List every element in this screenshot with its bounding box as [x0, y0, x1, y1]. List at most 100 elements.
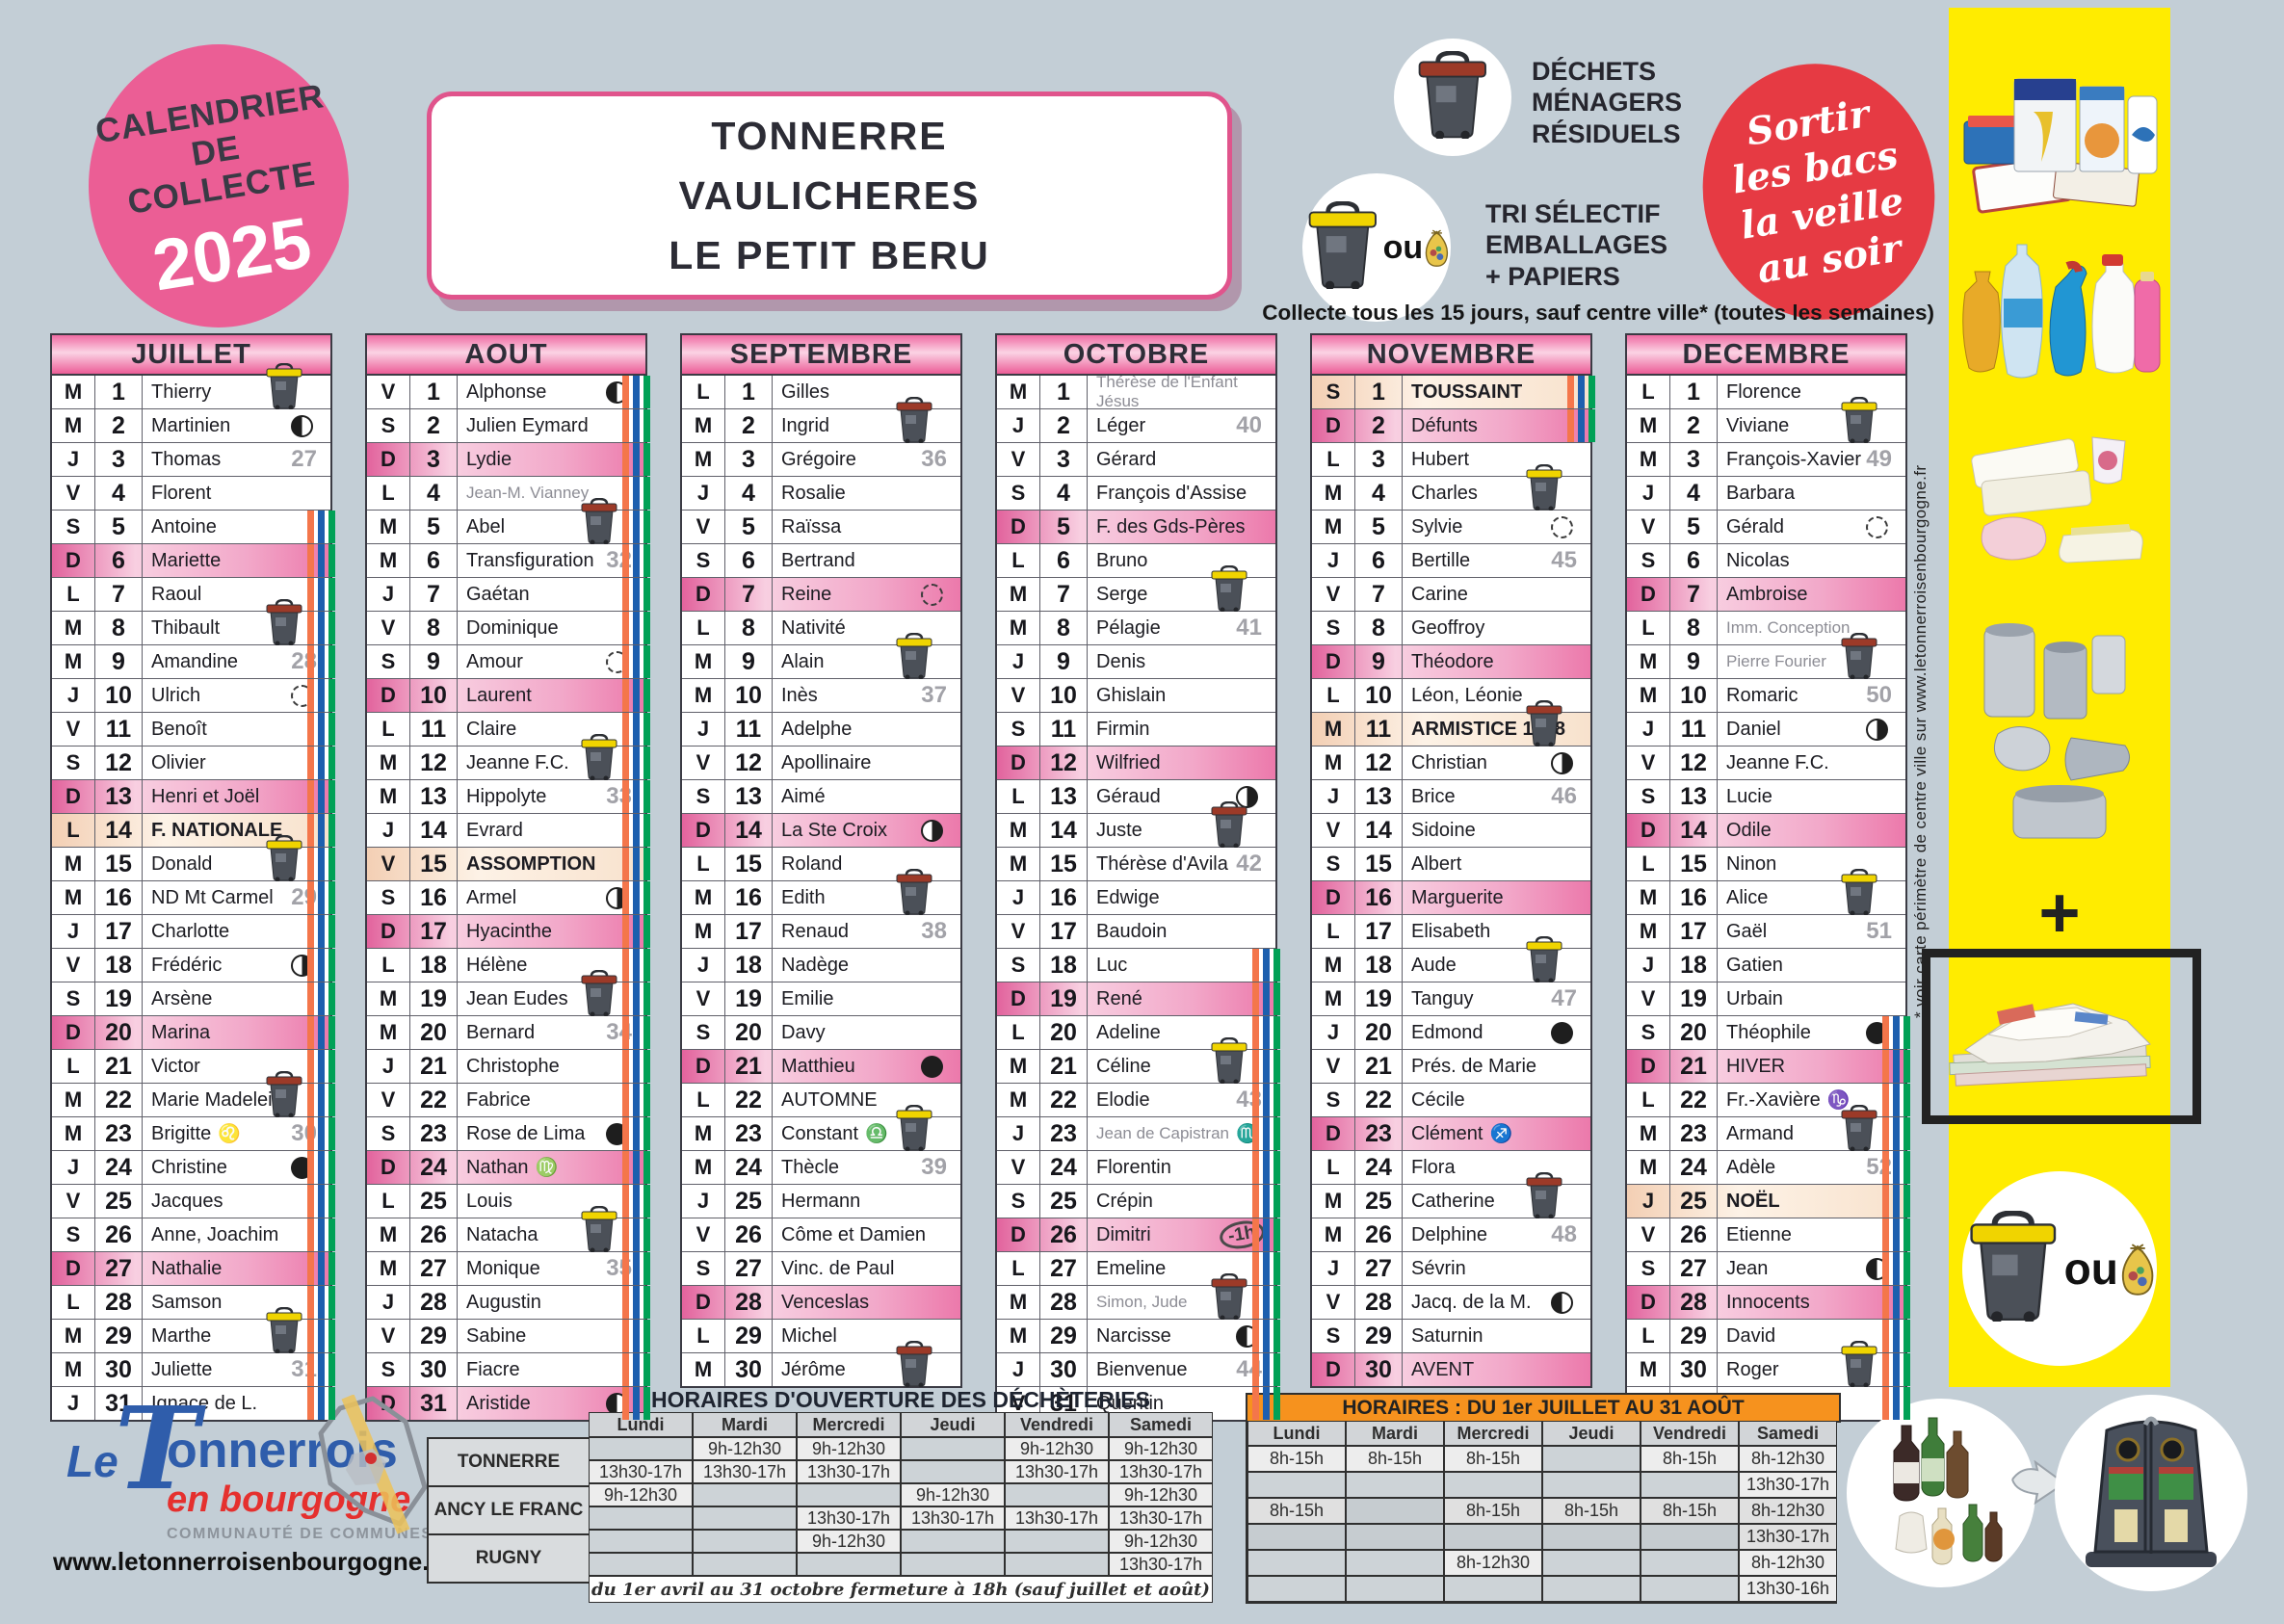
saint-name: Flora — [1411, 1156, 1456, 1178]
saint-name: HIVER — [1726, 1055, 1786, 1077]
school-holiday-stripes — [1882, 1050, 1910, 1083]
saint-name: Delphine — [1411, 1223, 1487, 1245]
hours-cell: 8h-15h — [1247, 1498, 1346, 1524]
glass-collection-section — [1835, 1391, 2284, 1624]
saint-name: Pélagie — [1096, 616, 1161, 639]
saint-name: Adeline — [1096, 1021, 1161, 1043]
day-row: J 23 Jean de Capistran ♏ — [997, 1116, 1280, 1150]
week-number: 36 — [921, 446, 947, 472]
day-number: 19 — [410, 982, 458, 1015]
day-number: 3 — [725, 443, 773, 476]
day-row: D 17 Hyacinthe — [367, 914, 650, 948]
hours-cell: 8h-12h30 — [1739, 1498, 1837, 1524]
residual-bin-icon — [1208, 800, 1250, 849]
saint-name: Ninon — [1726, 852, 1777, 875]
day-name-cell: Prés. de Marie — [1403, 1050, 1590, 1083]
day-row: M 19 Tanguy 47 — [1312, 982, 1590, 1015]
day-name-cell: Olivier — [143, 747, 335, 779]
day-number: 4 — [1670, 477, 1718, 510]
saint-name: Charles — [1411, 482, 1478, 504]
hours-cell — [1444, 1524, 1542, 1550]
day-name-cell: Firmin — [1088, 713, 1275, 746]
day-letter: V — [52, 713, 95, 746]
school-holiday-stripes — [307, 1016, 335, 1049]
day-name-cell: Rosalie — [773, 477, 960, 510]
day-letter: M — [1627, 915, 1670, 948]
day-name-cell: Jean — [1718, 1252, 1910, 1285]
hours-cell — [1542, 1446, 1641, 1472]
day-name-cell: Antoine — [143, 511, 335, 543]
day-number: 19 — [1355, 982, 1403, 1015]
day-name-cell: Ignace de L. — [143, 1387, 335, 1420]
saint-name: Natacha — [466, 1223, 538, 1245]
moon-phase-icon — [1236, 785, 1258, 808]
day-name-cell: Amour — [458, 645, 650, 678]
day-number: 24 — [1040, 1151, 1088, 1184]
day-number: 20 — [1670, 1016, 1718, 1049]
saint-name: Saturnin — [1411, 1324, 1483, 1347]
school-holiday-stripes — [622, 915, 650, 948]
day-letter: L — [682, 848, 725, 880]
saint-name: Sylvie — [1411, 515, 1463, 537]
day-letter: M — [997, 1084, 1040, 1116]
day-name-cell: HIVER — [1718, 1050, 1910, 1083]
logo-url[interactable]: www.letonnerroisenbourgogne.fr — [53, 1547, 448, 1576]
day-name-cell: Ambroise — [1718, 578, 1905, 611]
day-row: J 4 Barbara — [1627, 476, 1905, 510]
day-row: M 16 ND Mt Carmel 29 — [52, 880, 335, 914]
day-name-cell: Etienne — [1718, 1218, 1910, 1251]
day-number: 7 — [410, 578, 458, 611]
saint-name: Vinc. de Paul — [781, 1257, 895, 1279]
saint-name: Reine — [781, 583, 832, 605]
day-number: 4 — [725, 477, 773, 510]
hours-cell — [589, 1530, 693, 1553]
day-row: M 14 Juste — [997, 800, 1275, 849]
day-row: M 5 Sylvie — [1312, 510, 1590, 543]
tri-legend-label: TRI SÉLECTIF EMBALLAGES + PAPIERS — [1485, 199, 1667, 291]
day-row: L 27 Emeline — [997, 1251, 1280, 1285]
day-number: 8 — [1355, 612, 1403, 644]
day-number: 4 — [1040, 477, 1088, 510]
day-letter: D — [52, 1252, 95, 1285]
day-number: 20 — [410, 1016, 458, 1049]
day-letter: J — [1627, 949, 1670, 982]
saint-name: Alain — [781, 650, 825, 672]
day-name-cell: Adeline — [1088, 1016, 1280, 1049]
saint-name: Juliette — [151, 1358, 213, 1380]
day-row: D 23 Clément ♐ — [1312, 1116, 1590, 1150]
day-number: 2 — [410, 409, 458, 442]
day-row: S 2 Julien Eymard — [367, 408, 650, 442]
day-row: D 10 Laurent — [367, 678, 650, 712]
day-row: J 17 Charlotte — [52, 914, 335, 948]
day-row: D 16 Marguerite — [1312, 880, 1590, 914]
day-letter: S — [1627, 1016, 1670, 1049]
cartons-photo — [1949, 58, 2170, 222]
day-letter: D — [52, 1016, 95, 1049]
day-row: M 16 Alice — [1627, 868, 1905, 916]
hours-cell — [1346, 1550, 1444, 1576]
recyclables-sidebar: + ou — [1922, 8, 2201, 1387]
hours-cell — [901, 1437, 1005, 1460]
day-number: 22 — [1355, 1084, 1403, 1116]
day-row: D 19 René — [997, 982, 1280, 1015]
day-letter: D — [367, 915, 410, 948]
day-number: 9 — [1355, 645, 1403, 678]
day-number: 15 — [1670, 848, 1718, 880]
day-row: J 2 Léger 40 — [997, 408, 1275, 442]
hours-cell: 9h-12h30 — [1109, 1437, 1213, 1460]
day-row: M 23 Constant ♎ — [682, 1104, 960, 1152]
day-letter: M — [367, 1218, 410, 1251]
school-holiday-stripes — [307, 1218, 335, 1251]
day-row: M 22 Elodie 43 — [997, 1083, 1280, 1116]
day-letter: L — [997, 780, 1040, 813]
day-header: Lundi — [589, 1412, 693, 1437]
day-letter: M — [1312, 1218, 1355, 1251]
hours-cell: 8h-15h — [1346, 1446, 1444, 1472]
day-name-cell: Rose de Lima — [458, 1117, 650, 1150]
day-letter: J — [367, 1286, 410, 1319]
day-letter: S — [367, 645, 410, 678]
school-holiday-stripes — [307, 1286, 335, 1319]
day-row: J 25 Hermann — [682, 1184, 960, 1218]
day-letter: L — [367, 1185, 410, 1218]
school-holiday-stripes — [307, 982, 335, 1015]
